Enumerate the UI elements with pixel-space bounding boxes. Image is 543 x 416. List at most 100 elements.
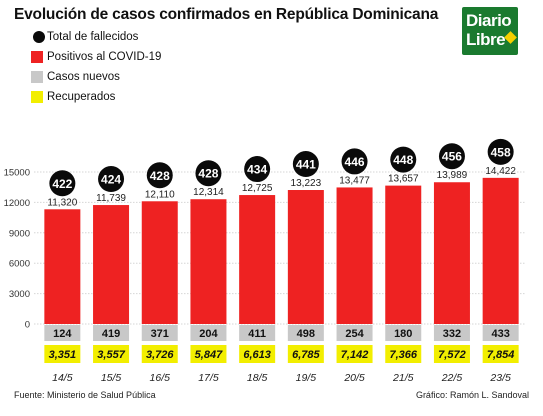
- bar-value-label: 12,725: [242, 183, 273, 194]
- bar: [482, 177, 519, 324]
- deaths-label: 434: [247, 163, 267, 177]
- bar: [336, 187, 373, 324]
- deaths-label: 441: [296, 158, 316, 172]
- bar-value-label: 13,477: [339, 175, 370, 186]
- legend-label-positives: Positivos al COVID-19: [47, 51, 162, 63]
- new-cases-label: 419: [102, 328, 120, 340]
- y-tick-label: 9000: [9, 228, 30, 239]
- bar-value-label: 14,422: [485, 166, 516, 177]
- bar: [239, 195, 276, 324]
- deaths-circle: [146, 162, 173, 189]
- bar: [93, 205, 130, 324]
- x-tick-label: 16/5: [150, 372, 171, 384]
- deaths-circle: [341, 148, 368, 175]
- deaths-label: 428: [198, 167, 218, 181]
- bar: [44, 209, 81, 324]
- recovered-box: [287, 345, 324, 363]
- recovered-box: [385, 345, 422, 363]
- bar-value-label: 12,314: [193, 187, 224, 198]
- new-cases-label: 498: [297, 328, 315, 340]
- deaths-label: 422: [52, 177, 72, 191]
- bar: [385, 185, 422, 324]
- deaths-label: 456: [442, 150, 462, 164]
- bar-value-label: 13,657: [388, 174, 419, 185]
- recovered-label: 7,366: [389, 349, 417, 361]
- deaths-circle: [487, 138, 514, 165]
- legend-label-new-cases: Casos nuevos: [47, 71, 120, 83]
- y-tick-label: 6000: [9, 259, 30, 270]
- bar-value-label: 11,320: [47, 197, 77, 208]
- new-cases-box: [287, 325, 324, 341]
- new-cases-label: 433: [491, 328, 509, 340]
- legend-swatch-positives: [31, 51, 43, 63]
- new-cases-label: 204: [199, 328, 218, 340]
- new-cases-box: [385, 325, 422, 341]
- legend-swatch-recovered: [31, 91, 43, 103]
- deaths-circle: [244, 156, 271, 183]
- new-cases-box: [239, 325, 276, 341]
- new-cases-label: 124: [53, 328, 72, 340]
- recovered-label: 6,785: [292, 349, 320, 361]
- recovered-label: 5,847: [195, 349, 223, 361]
- new-cases-label: 180: [394, 328, 412, 340]
- recovered-label: 3,351: [49, 349, 77, 361]
- x-tick-label: 14/5: [52, 372, 73, 384]
- deaths-circle: [390, 146, 417, 173]
- bar-value-label: 13,989: [437, 170, 468, 181]
- recovered-box: [239, 345, 276, 363]
- new-cases-box: [93, 325, 130, 341]
- deaths-circle: [195, 160, 222, 187]
- new-cases-box: [44, 325, 81, 341]
- recovered-label: 3,557: [97, 349, 125, 361]
- new-cases-box: [336, 325, 373, 341]
- logo-line2: Libre: [466, 30, 506, 49]
- new-cases-label: 254: [345, 328, 364, 340]
- x-tick-label: 19/5: [296, 372, 317, 384]
- recovered-box: [44, 345, 81, 363]
- y-tick-label: 3000: [9, 289, 30, 300]
- recovered-label: 3,726: [146, 349, 174, 361]
- bar-value-label: 13,223: [291, 178, 322, 189]
- new-cases-label: 371: [151, 328, 169, 340]
- recovered-box: [482, 345, 519, 363]
- recovered-label: 7,142: [341, 349, 369, 361]
- new-cases-label: 332: [443, 328, 461, 340]
- bar: [287, 190, 324, 324]
- x-tick-label: 17/5: [198, 372, 219, 384]
- x-tick-label: 21/5: [392, 372, 414, 384]
- deaths-label: 428: [150, 169, 170, 183]
- x-tick-label: 15/5: [101, 372, 122, 384]
- bar: [433, 182, 470, 324]
- new-cases-box: [190, 325, 227, 341]
- y-tick-label: 12000: [4, 198, 30, 209]
- deaths-circle: [292, 151, 319, 178]
- recovered-box: [336, 345, 373, 363]
- new-cases-box: [433, 325, 470, 341]
- deaths-label: 458: [491, 145, 511, 159]
- new-cases-box: [141, 325, 178, 341]
- recovered-label: 7,854: [487, 349, 515, 361]
- x-tick-label: 20/5: [343, 372, 365, 384]
- x-tick-label: 18/5: [247, 372, 268, 384]
- bar-value-label: 12,110: [145, 189, 175, 200]
- recovered-label: 6,613: [243, 349, 271, 361]
- deaths-circle: [98, 166, 125, 193]
- new-cases-box: [482, 325, 519, 341]
- logo-line1: Diario: [466, 11, 512, 30]
- y-tick-label: 0: [25, 320, 30, 331]
- chart-title: Evolución de casos confirmados en Repúbl…: [14, 6, 439, 23]
- recovered-box: [433, 345, 470, 363]
- deaths-circle: [438, 143, 465, 170]
- bar-value-label: 11,739: [96, 193, 126, 204]
- legend-label-deaths: Total de fallecidos: [47, 31, 139, 43]
- new-cases-label: 411: [248, 328, 266, 340]
- legend-swatch-deaths: [33, 31, 45, 43]
- deaths-label: 446: [345, 155, 365, 169]
- recovered-box: [93, 345, 130, 363]
- legend-swatch-new-cases: [31, 71, 43, 83]
- diario-libre-logo: Diario Libre: [462, 7, 518, 55]
- y-tick-label: 15000: [4, 168, 30, 179]
- footer-source: Fuente: Ministerio de Salud Pública: [14, 390, 156, 400]
- bar: [190, 199, 227, 324]
